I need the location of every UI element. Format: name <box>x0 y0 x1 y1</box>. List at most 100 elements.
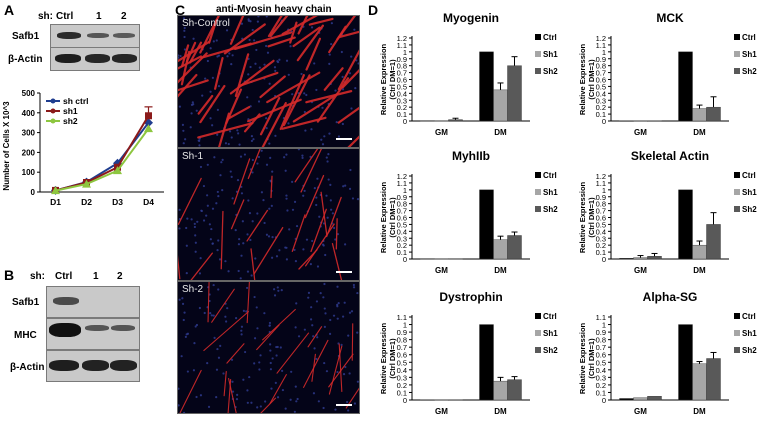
nucleus <box>265 117 268 120</box>
nucleus <box>268 82 271 85</box>
y-tick-label: 0.8 <box>596 62 606 71</box>
legend-label: Sh1 <box>543 50 558 59</box>
x-tick-label: D3 <box>112 197 123 207</box>
nucleus <box>220 161 223 164</box>
legend-label: Sh1 <box>742 188 757 197</box>
panel-a-lane-ctrl: Ctrl <box>56 11 74 22</box>
nucleus <box>316 177 319 180</box>
nucleus <box>198 144 201 147</box>
nucleus <box>204 77 207 80</box>
nucleus <box>191 101 194 104</box>
micrograph-label-sh-2: Sh-2 <box>182 284 204 295</box>
nucleus <box>281 388 285 392</box>
nucleus <box>276 396 280 399</box>
myotube <box>296 24 324 62</box>
nucleus <box>344 243 347 246</box>
myotube <box>190 252 213 280</box>
blot-band <box>85 325 109 331</box>
nucleus <box>226 307 229 310</box>
nucleus <box>303 110 306 114</box>
nucleus <box>193 225 196 229</box>
bar <box>619 398 634 401</box>
nucleus <box>352 283 355 287</box>
legend-swatch <box>734 172 740 178</box>
nucleus <box>313 347 316 350</box>
y-tick-label: 0.6 <box>596 351 606 360</box>
nucleus <box>324 312 327 315</box>
nucleus <box>235 398 239 401</box>
nucleus <box>340 343 343 346</box>
y-tick-label: 1 <box>403 48 407 57</box>
legend-label: Ctrl <box>742 171 756 180</box>
y-tick-label: 0.4 <box>596 227 606 236</box>
nucleus <box>192 369 196 372</box>
nucleus <box>341 88 345 91</box>
nucleus <box>199 165 203 169</box>
myotube <box>247 149 261 180</box>
y-tick-label: 0.5 <box>596 220 606 229</box>
nucleus <box>178 56 180 59</box>
nucleus <box>238 143 241 146</box>
myotube <box>178 79 209 92</box>
nucleus <box>265 163 269 166</box>
nucleus <box>330 208 333 211</box>
nucleus <box>257 100 261 103</box>
nucleus <box>329 199 332 202</box>
nucleus <box>250 401 253 404</box>
nucleus <box>327 178 330 181</box>
nucleus <box>235 317 238 320</box>
myotube <box>303 339 329 388</box>
nucleus <box>249 238 252 242</box>
nucleus <box>178 387 180 390</box>
myotube <box>345 387 359 409</box>
nucleus <box>216 108 219 111</box>
x-tick-label: GM <box>634 407 647 416</box>
nucleus <box>228 52 231 55</box>
y-axis-label: (Ctrl DM=1) <box>388 197 397 238</box>
nucleus <box>260 149 263 152</box>
nucleus <box>270 204 273 207</box>
nucleus <box>224 142 228 145</box>
nucleus <box>230 175 233 178</box>
nucleus <box>251 220 254 223</box>
y-tick-label: 0.3 <box>596 373 606 382</box>
nucleus <box>305 93 308 97</box>
nucleus <box>329 183 332 186</box>
panel-a-blot-safb1 <box>50 24 140 48</box>
nucleus <box>237 132 240 135</box>
nucleus <box>248 212 252 215</box>
nucleus <box>200 209 203 212</box>
nucleus <box>307 296 310 299</box>
data-point <box>144 124 153 133</box>
nucleus <box>288 228 291 231</box>
panel-a-blot-actin <box>50 47 140 71</box>
nucleus <box>231 380 234 383</box>
nucleus <box>247 19 250 22</box>
nucleus <box>185 244 188 247</box>
y-axis-label: (Ctrl DM=1) <box>587 197 596 238</box>
nucleus <box>322 296 325 299</box>
nucleus <box>315 88 318 92</box>
nucleus <box>309 318 313 321</box>
legend-swatch <box>535 34 541 40</box>
nucleus <box>269 368 273 371</box>
blot-band <box>110 360 137 371</box>
nucleus <box>246 389 249 392</box>
nucleus <box>178 227 181 230</box>
nucleus <box>315 203 318 207</box>
nucleus <box>356 198 359 201</box>
nucleus <box>186 217 189 220</box>
legend-label: Ctrl <box>742 33 756 42</box>
nucleus <box>343 301 346 304</box>
nucleus <box>246 270 250 273</box>
nucleus <box>256 20 259 23</box>
nucleus <box>240 329 243 332</box>
y-tick-label: 0.4 <box>596 89 606 98</box>
nucleus <box>297 149 300 151</box>
y-tick-label: 1.2 <box>596 34 606 43</box>
nucleus <box>268 142 271 145</box>
nucleus <box>271 236 274 239</box>
y-tick-label: 0.5 <box>397 220 407 229</box>
nucleus <box>193 342 196 345</box>
myotube <box>331 242 343 280</box>
